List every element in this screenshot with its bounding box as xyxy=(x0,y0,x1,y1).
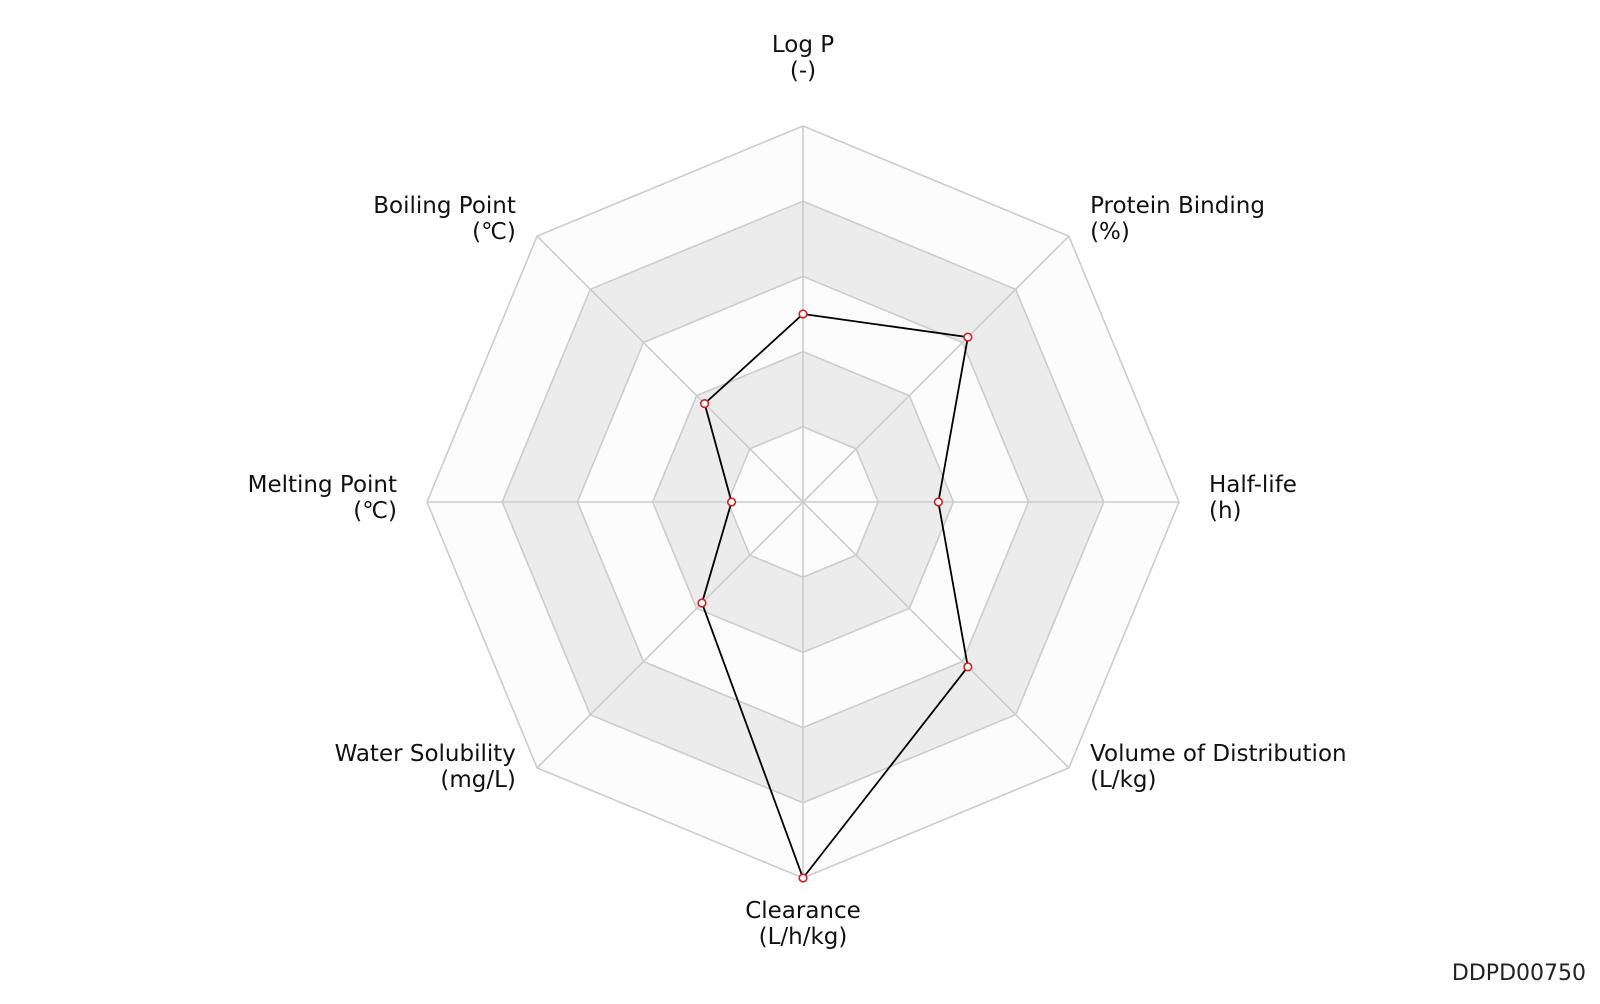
axis-label-unit: (L/h/kg) xyxy=(759,924,848,950)
axis-spoke xyxy=(802,501,1070,769)
axis-label-name: Log P xyxy=(772,32,834,58)
axis-spoke xyxy=(536,235,804,503)
axis-label-unit: (℃) xyxy=(353,498,397,524)
chart-id-label: DDPD00750 xyxy=(1451,961,1586,986)
axis-spoke xyxy=(802,235,1070,503)
data-point xyxy=(933,497,943,507)
data-point xyxy=(798,873,808,883)
axis-label-name: Melting Point xyxy=(248,472,397,498)
data-point xyxy=(697,598,707,608)
axis-label-name: Clearance xyxy=(745,898,861,924)
axis-label-name: Volume of Distribution xyxy=(1090,741,1347,767)
axis-label-name: Boiling Point xyxy=(373,193,516,219)
data-point xyxy=(700,399,710,409)
data-point xyxy=(963,332,973,342)
axis-label-unit: (L/kg) xyxy=(1090,767,1156,793)
axis-label-name: Half-life xyxy=(1209,472,1297,498)
axis-label-unit: (℃) xyxy=(472,219,516,245)
axis-label-unit: (%) xyxy=(1090,219,1130,245)
axis-label-unit: (h) xyxy=(1209,498,1242,524)
data-point xyxy=(963,662,973,672)
data-point xyxy=(798,309,808,319)
axis-label-name: Protein Binding xyxy=(1090,193,1265,219)
axis-label-unit: (-) xyxy=(790,58,816,84)
axis-spoke xyxy=(536,501,804,769)
data-point xyxy=(726,497,737,507)
axis-label-name: Water Solubility xyxy=(335,741,516,767)
axis-label-unit: (mg/L) xyxy=(440,767,516,793)
